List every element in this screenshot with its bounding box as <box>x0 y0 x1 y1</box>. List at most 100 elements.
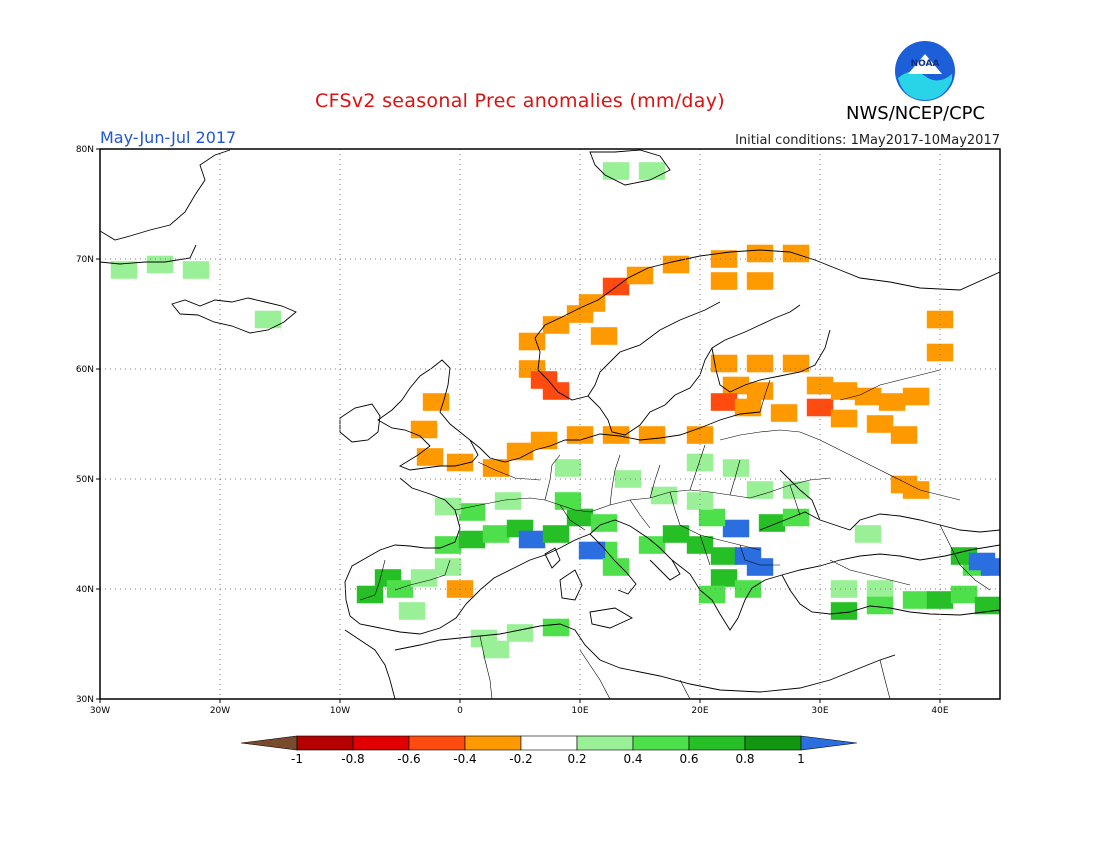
lon-tick-label: 30E <box>811 706 828 716</box>
anomaly-cell <box>746 481 774 499</box>
anomaly-cell <box>746 382 774 400</box>
anomaly-cell <box>746 244 774 263</box>
anomaly-cell <box>482 459 510 477</box>
anomaly-cell <box>686 453 714 472</box>
anomaly-cell <box>746 272 774 290</box>
colorbar-labels: -1 -0.8 -0.6 -0.4 -0.2 0.2 0.4 0.6 0.8 1 <box>291 752 805 766</box>
anomaly-cell <box>458 530 486 549</box>
colorbar-box <box>352 735 410 751</box>
colorbar-arrow-right <box>800 735 858 751</box>
anomaly-cell <box>422 393 450 411</box>
colorbar-label: 0.8 <box>735 752 754 766</box>
lon-tick-label: 20W <box>210 706 230 716</box>
anomaly-cell <box>830 602 858 620</box>
anomaly-cell <box>662 525 690 543</box>
colorbar-box <box>576 735 634 751</box>
anomaly-cell <box>806 376 834 395</box>
period-label: May-Jun-Jul 2017 <box>100 128 237 147</box>
anomaly-cell <box>602 426 630 444</box>
anomaly-cell <box>254 310 282 329</box>
logo-wave <box>898 71 952 100</box>
anomaly-cell <box>410 569 438 587</box>
anomaly-cell <box>710 547 738 565</box>
anomaly-cell <box>770 404 798 422</box>
colorbar-label: -1 <box>291 752 303 766</box>
anomaly-cell <box>578 541 606 560</box>
coastlines <box>100 149 1000 699</box>
anomaly-cell <box>686 492 714 510</box>
anomaly-cell <box>830 382 858 400</box>
colorbar-box <box>520 735 578 751</box>
scandinavia-coast <box>534 249 1000 436</box>
anomaly-cell <box>710 393 738 411</box>
colorbar-box <box>408 735 466 751</box>
anomaly-cell <box>866 596 894 615</box>
colorbar-box <box>744 735 802 751</box>
initial-conditions-label: Initial conditions: 1May2017-10May2017 <box>735 133 1000 148</box>
anomaly-cell <box>854 525 882 543</box>
anomaly-cell <box>602 162 630 180</box>
noaa-logo: NOAA <box>894 40 956 102</box>
anomaly-cell <box>410 420 438 439</box>
anomaly-cell <box>530 431 558 450</box>
anomaly-cell <box>902 591 930 609</box>
anomaly-cell <box>722 519 750 538</box>
anomaly-cell <box>590 327 618 345</box>
colorbar-box <box>464 735 522 751</box>
lat-tick-label: 30N <box>76 695 94 705</box>
colorbar-box <box>688 735 746 751</box>
anomaly-cell <box>482 640 510 659</box>
colorbar-label: -0.2 <box>509 752 532 766</box>
anomaly-cell <box>746 354 774 373</box>
colorbar-label: -0.4 <box>453 752 476 766</box>
anomaly-cell <box>974 596 1000 615</box>
anomaly-cell <box>518 332 546 351</box>
colorbar-label: -0.8 <box>341 752 364 766</box>
anomaly-cell <box>782 354 810 373</box>
anomaly-cell <box>830 580 858 598</box>
anomaly-cell <box>710 272 738 290</box>
svalbard-coast <box>589 149 671 186</box>
anomaly-cell <box>614 470 642 488</box>
anomaly-cell <box>980 558 1000 576</box>
anomaly-cell <box>518 530 546 549</box>
anomaly-cell <box>890 426 918 444</box>
lat-tick-label: 60N <box>76 365 94 375</box>
colorbar-boxes <box>240 735 858 751</box>
anomaly-cell <box>542 525 570 543</box>
anomaly-cell <box>782 481 810 499</box>
anomaly-cell <box>110 261 138 279</box>
colorbar-box <box>632 735 690 751</box>
lon-tick-label: 30W <box>90 706 110 716</box>
plot-frame <box>99 148 1001 700</box>
anomaly-cell <box>878 393 906 411</box>
lat-tick-label: 70N <box>76 255 94 265</box>
anomaly-cell <box>950 585 978 604</box>
anomaly-cell <box>416 448 444 466</box>
anomaly-cell <box>506 442 534 461</box>
anomaly-cell <box>182 261 210 279</box>
anomaly-cell <box>566 508 594 527</box>
north-africa-coast <box>344 623 896 699</box>
lat-tick-label: 50N <box>76 475 94 485</box>
anomaly-cell <box>434 558 462 576</box>
greenland-coast <box>100 149 231 265</box>
lon-tick-label: 40E <box>931 706 948 716</box>
anomaly-cell <box>866 415 894 433</box>
anomaly-cell <box>698 508 726 527</box>
anomaly-cell <box>494 492 522 510</box>
anomaly-cell <box>926 343 954 362</box>
anomaly-cell <box>542 382 570 400</box>
chart-title: CFSv2 seasonal Prec anomalies (mm/day) <box>315 90 725 112</box>
anomaly-cell <box>458 503 486 521</box>
agency-label: NWS/NCEP/CPC <box>846 103 986 124</box>
anomaly-cell <box>830 409 858 428</box>
logo-text: NOAA <box>911 59 940 69</box>
anomaly-cell <box>902 481 930 499</box>
anomaly-cell <box>722 376 750 395</box>
lon-tick-label: 10E <box>571 706 588 716</box>
lat-tick-label: 80N <box>76 145 94 155</box>
anomaly-cell <box>722 459 750 477</box>
